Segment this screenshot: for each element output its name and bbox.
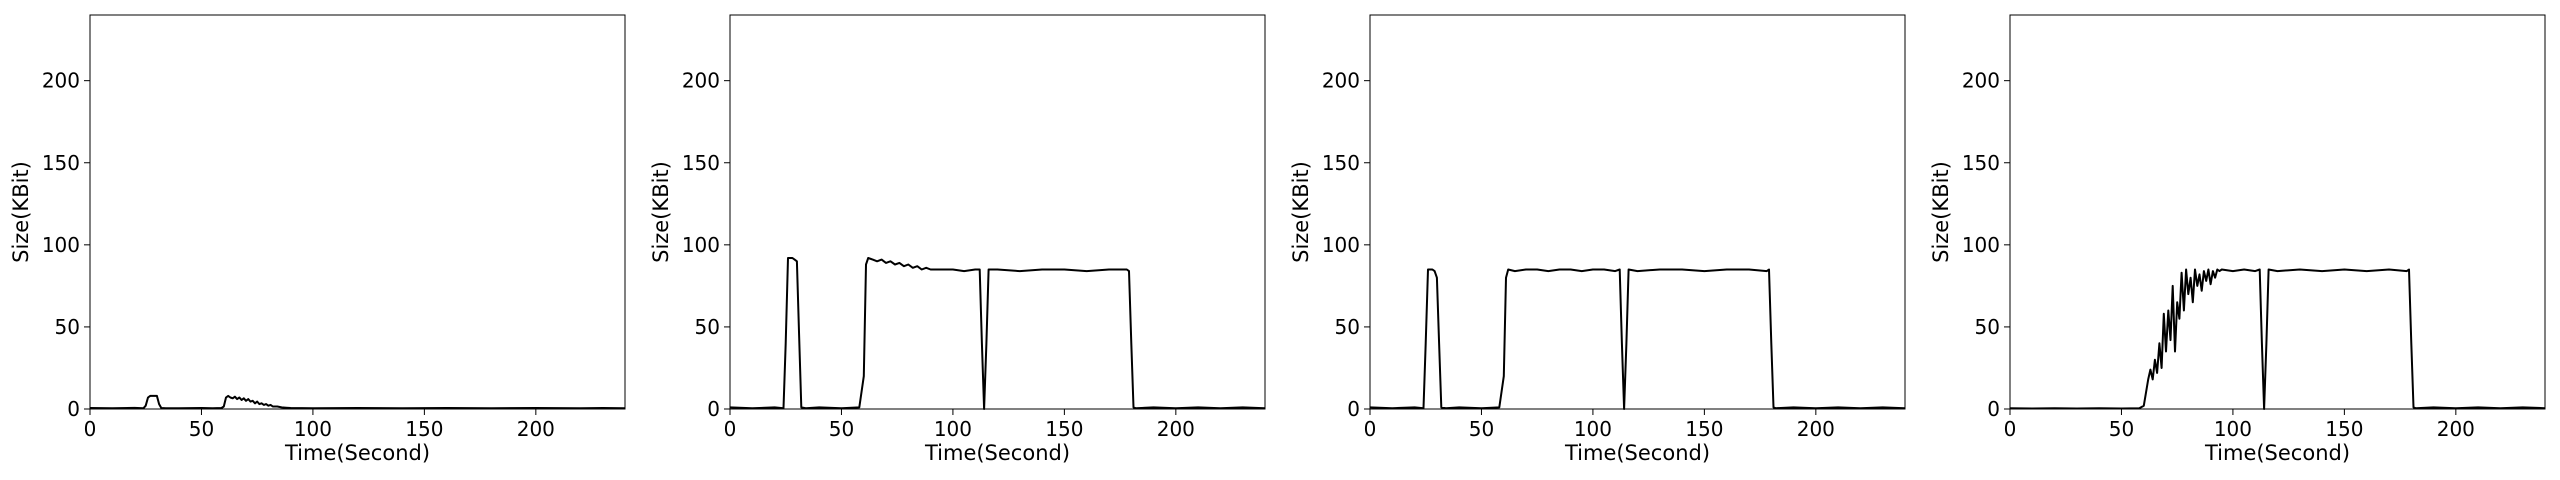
y-tick-label: 200 <box>1322 69 1360 93</box>
x-tick-label: 150 <box>405 417 443 441</box>
x-tick-label: 0 <box>2004 417 2017 441</box>
y-tick-label: 0 <box>707 397 720 421</box>
plot-frame <box>729 14 1266 410</box>
x-tick-label: 150 <box>1045 417 1083 441</box>
x-tick-label: 50 <box>829 417 854 441</box>
y-tick-label: 0 <box>1347 397 1360 421</box>
x-tick-label: 0 <box>1364 417 1377 441</box>
x-tick-label: 200 <box>1797 417 1835 441</box>
x-tick-label: 50 <box>2109 417 2134 441</box>
x-tick-label: 150 <box>1685 417 1723 441</box>
y-tick-label: 200 <box>42 69 80 93</box>
chart-panel-4: 0 50 100 150 200 0 50 100 150 200 Time(Second) Size… <box>1929 14 2546 465</box>
x-tick-label: 100 <box>2214 417 2252 441</box>
x-axis-label: Time(Second) <box>284 441 430 465</box>
x-axis-label: Time(Second) <box>924 441 1070 465</box>
y-tick-label: 0 <box>67 397 80 421</box>
x-tick-label: 200 <box>1157 417 1195 441</box>
x-tick-label: 0 <box>84 417 97 441</box>
x-axis-label: Time(Second) <box>2204 441 2350 465</box>
y-tick-label: 100 <box>42 233 80 257</box>
y-tick-label: 50 <box>55 315 80 339</box>
series-line-1 <box>1369 268 1906 410</box>
y-axis-label: Size(KBit) <box>1929 161 1953 263</box>
y-tick-label: 0 <box>1987 397 2000 421</box>
y-tick-label: 200 <box>1962 69 2000 93</box>
series-line-1 <box>729 257 1266 410</box>
x-tick-label: 200 <box>2437 417 2475 441</box>
y-axis-label: Size(KBit) <box>1289 161 1313 263</box>
x-axis-label: Time(Second) <box>1564 441 1710 465</box>
y-tick-label: 50 <box>695 315 720 339</box>
y-tick-label: 150 <box>1962 151 2000 175</box>
y-tick-label: 200 <box>682 69 720 93</box>
x-tick-label: 50 <box>189 417 214 441</box>
y-tick-label: 50 <box>1335 315 1360 339</box>
chart-panel-3: 0 50 100 150 200 0 50 100 150 200 Time(Second) Size… <box>1289 14 1906 465</box>
x-tick-label: 200 <box>517 417 555 441</box>
y-tick-label: 100 <box>1962 233 2000 257</box>
y-axis-label: Size(KBit) <box>649 161 673 263</box>
y-axis-label: Size(KBit) <box>9 161 33 263</box>
y-tick-label: 150 <box>1322 151 1360 175</box>
series-line-1 <box>89 394 626 410</box>
y-tick-label: 100 <box>682 233 720 257</box>
chart-panel-2: 0 50 100 150 200 0 50 100 150 200 Time(Second) Size… <box>649 14 1266 465</box>
y-tick-label: 150 <box>42 151 80 175</box>
x-tick-label: 50 <box>1469 417 1494 441</box>
x-tick-label: 150 <box>2325 417 2363 441</box>
x-tick-label: 0 <box>724 417 737 441</box>
plot-frame <box>89 14 626 410</box>
y-tick-label: 150 <box>682 151 720 175</box>
plot-frame <box>2009 14 2546 410</box>
plot-frame <box>1369 14 1906 410</box>
series-line-1 <box>2009 268 2546 410</box>
x-tick-label: 100 <box>1574 417 1612 441</box>
chart-panel-1: 0 50 100 150 200 0 50 100 150 200 Time(Second) Size… <box>9 14 626 465</box>
x-tick-label: 100 <box>294 417 332 441</box>
y-tick-label: 100 <box>1322 233 1360 257</box>
y-tick-label: 50 <box>1975 315 2000 339</box>
x-tick-label: 100 <box>934 417 972 441</box>
